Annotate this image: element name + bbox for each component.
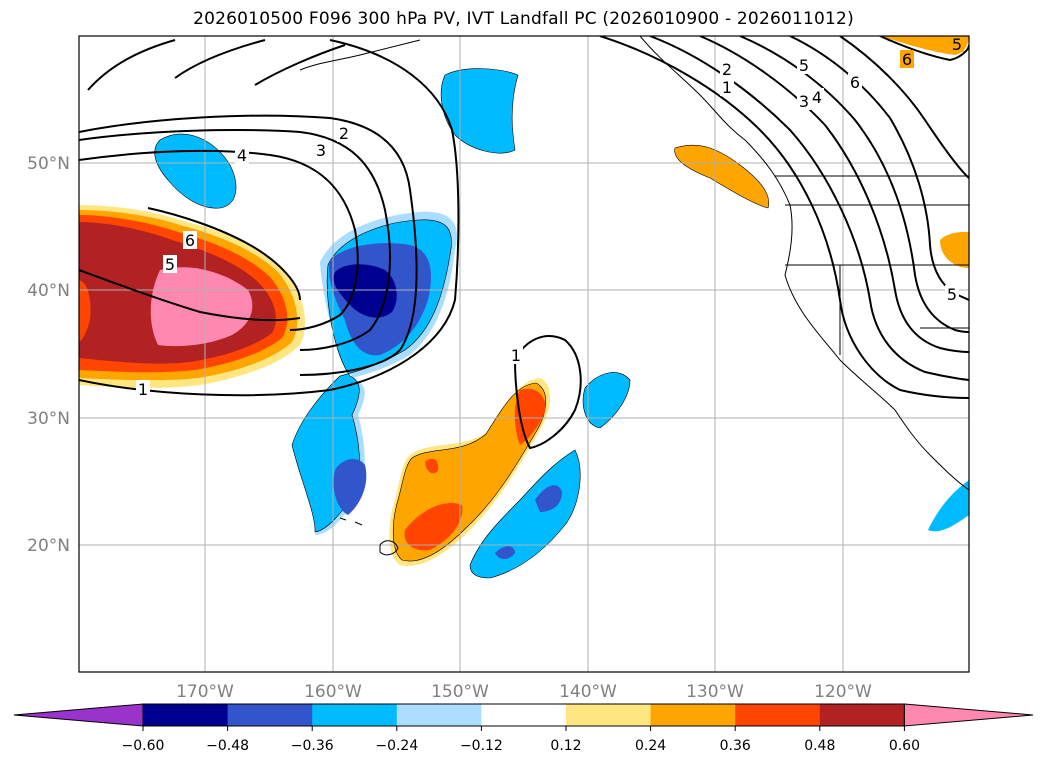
coastlines xyxy=(299,36,969,556)
contour-label: 3 xyxy=(799,92,809,111)
colorbar-frame xyxy=(142,703,905,727)
lat-label: 30°N xyxy=(27,409,70,429)
colorbar-tick-label: −0.24 xyxy=(375,738,418,754)
map-area: 1 2 3 4 5 6 1 2 3 4 5 6 1 5 xyxy=(79,35,969,672)
colorbar-tick-label: −0.36 xyxy=(291,738,334,754)
contour-label: 6 xyxy=(902,50,912,69)
lat-labels: 50°N 40°N 30°N 20°N xyxy=(27,154,70,556)
lon-label: 120°W xyxy=(814,682,872,702)
lon-label: 140°W xyxy=(559,682,617,702)
colorbar-tick-label: 0.60 xyxy=(889,738,920,754)
colorbar-tick-label: 0.48 xyxy=(804,738,835,754)
contour-label: 4 xyxy=(237,146,247,165)
contour-label: 5 xyxy=(165,255,175,274)
contour-label: 4 xyxy=(812,88,822,107)
contour-label: 6 xyxy=(850,73,860,92)
lat-label: 20°N xyxy=(27,536,70,556)
colorbar-swatch xyxy=(396,704,482,726)
contour-label: 3 xyxy=(316,141,326,160)
contour-label: 1 xyxy=(511,346,521,365)
colorbar-swatch xyxy=(312,704,398,726)
map-title: 2026010500 F096 300 hPa PV, IVT Landfall… xyxy=(193,9,854,29)
colorbar-tick-label: 0.36 xyxy=(720,738,751,754)
colorbar-swatch xyxy=(650,704,736,726)
negative-anomaly-north xyxy=(154,68,519,209)
colorbar-extend-max xyxy=(903,703,1034,727)
colorbar-swatch xyxy=(143,704,229,726)
lon-label: 130°W xyxy=(686,682,744,702)
contour-label: 1 xyxy=(722,78,732,97)
contour-labels: 1 2 3 4 5 6 1 2 3 4 5 6 1 5 xyxy=(136,35,964,399)
colorbar-swatch xyxy=(481,704,567,726)
map-frame xyxy=(78,35,970,673)
map-gridlines xyxy=(79,36,969,672)
lon-label: 160°W xyxy=(304,682,362,702)
positive-anomaly-west xyxy=(79,205,305,389)
contour-label: 2 xyxy=(339,124,349,143)
colorbar-tick-label: 0.24 xyxy=(635,738,666,754)
lon-label: 170°W xyxy=(176,682,234,702)
contour-label: 1 xyxy=(138,380,148,399)
negative-anomaly-central xyxy=(291,211,457,535)
ivt-contours xyxy=(79,36,969,450)
contour-label: 2 xyxy=(722,60,732,79)
colorbar-tick-label: −0.60 xyxy=(122,738,165,754)
lat-label: 40°N xyxy=(27,281,70,301)
colorbar: −0.60 −0.48 −0.36 −0.24 −0.12 0.12 0.24 0.36 0.4… xyxy=(13,703,1034,754)
lat-label: 50°N xyxy=(27,154,70,174)
colorbar-tick-label: 0.12 xyxy=(550,738,581,754)
contour-label: 6 xyxy=(185,231,195,250)
colorbar-swatch xyxy=(735,704,821,726)
colorbar-swatch xyxy=(227,704,313,726)
colorbar-swatch xyxy=(819,704,905,726)
contour-label: 5 xyxy=(947,285,957,304)
lon-label: 150°W xyxy=(431,682,489,702)
contour-label: 5 xyxy=(799,56,809,75)
colorbar-swatch xyxy=(566,704,652,726)
colorbar-tick-label: −0.12 xyxy=(460,738,503,754)
lon-labels: 170°W 160°W 150°W 140°W 130°W 120°W xyxy=(176,682,872,702)
negative-anomaly-south xyxy=(469,372,631,579)
contour-label: 5 xyxy=(952,35,962,54)
colorbar-extend-min xyxy=(13,703,144,727)
positive-anomaly-east xyxy=(674,36,969,532)
colorbar-tick-label: −0.48 xyxy=(206,738,249,754)
